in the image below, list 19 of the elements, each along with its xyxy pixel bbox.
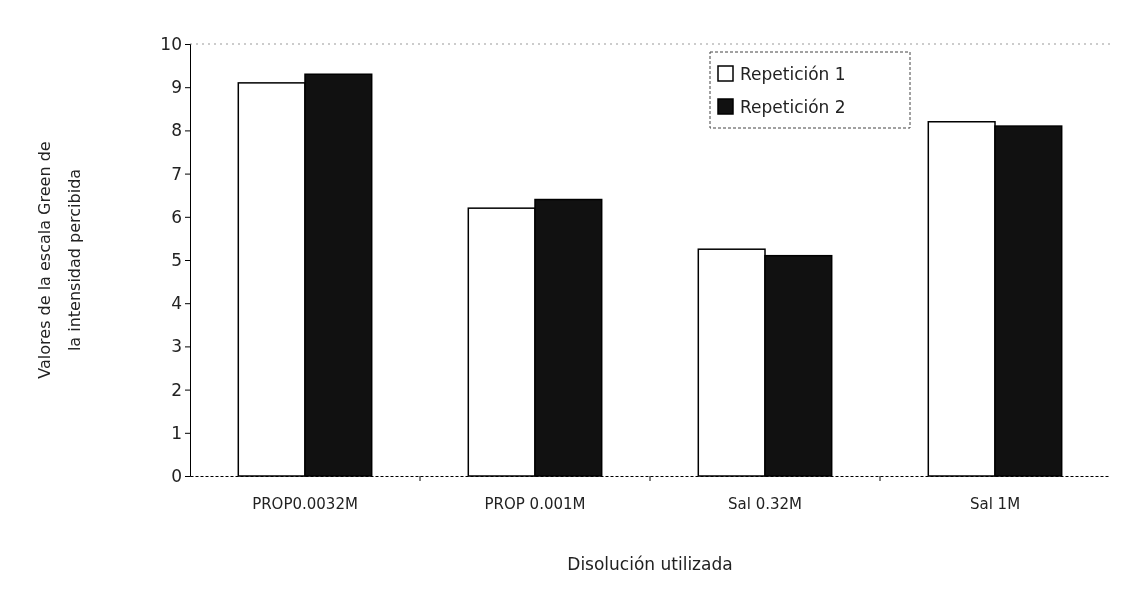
y-axis-title: Valores de la escala Green de la intensidad percibida	[35, 141, 84, 379]
y-tick-label: 7	[171, 163, 182, 184]
x-tick-label: PROP 0.001M	[484, 494, 586, 513]
y-tick-label: 1	[171, 422, 182, 443]
y-tick-label: 9	[171, 77, 182, 98]
y-tick-label: 8	[171, 120, 182, 141]
x-tick-label: Sal 1M	[969, 494, 1021, 513]
y-tick-label: 6	[171, 206, 182, 227]
y-tick-label: 5	[171, 249, 182, 270]
y-tick-label: 0	[171, 465, 182, 486]
x-tick-label: PROP0.0032M	[252, 494, 358, 513]
legend-label: Repetición 2	[740, 97, 846, 117]
legend-label: Repetición 1	[740, 64, 846, 84]
y-tick-label: 10	[160, 33, 182, 54]
y-tick-label: 4	[171, 293, 182, 314]
y-tick-label: 3	[171, 336, 182, 357]
y-tick-label: 2	[171, 379, 182, 400]
x-tick-label: Sal 0.32M	[728, 494, 802, 513]
x-axis-title: Disolución utilizada	[567, 554, 733, 574]
